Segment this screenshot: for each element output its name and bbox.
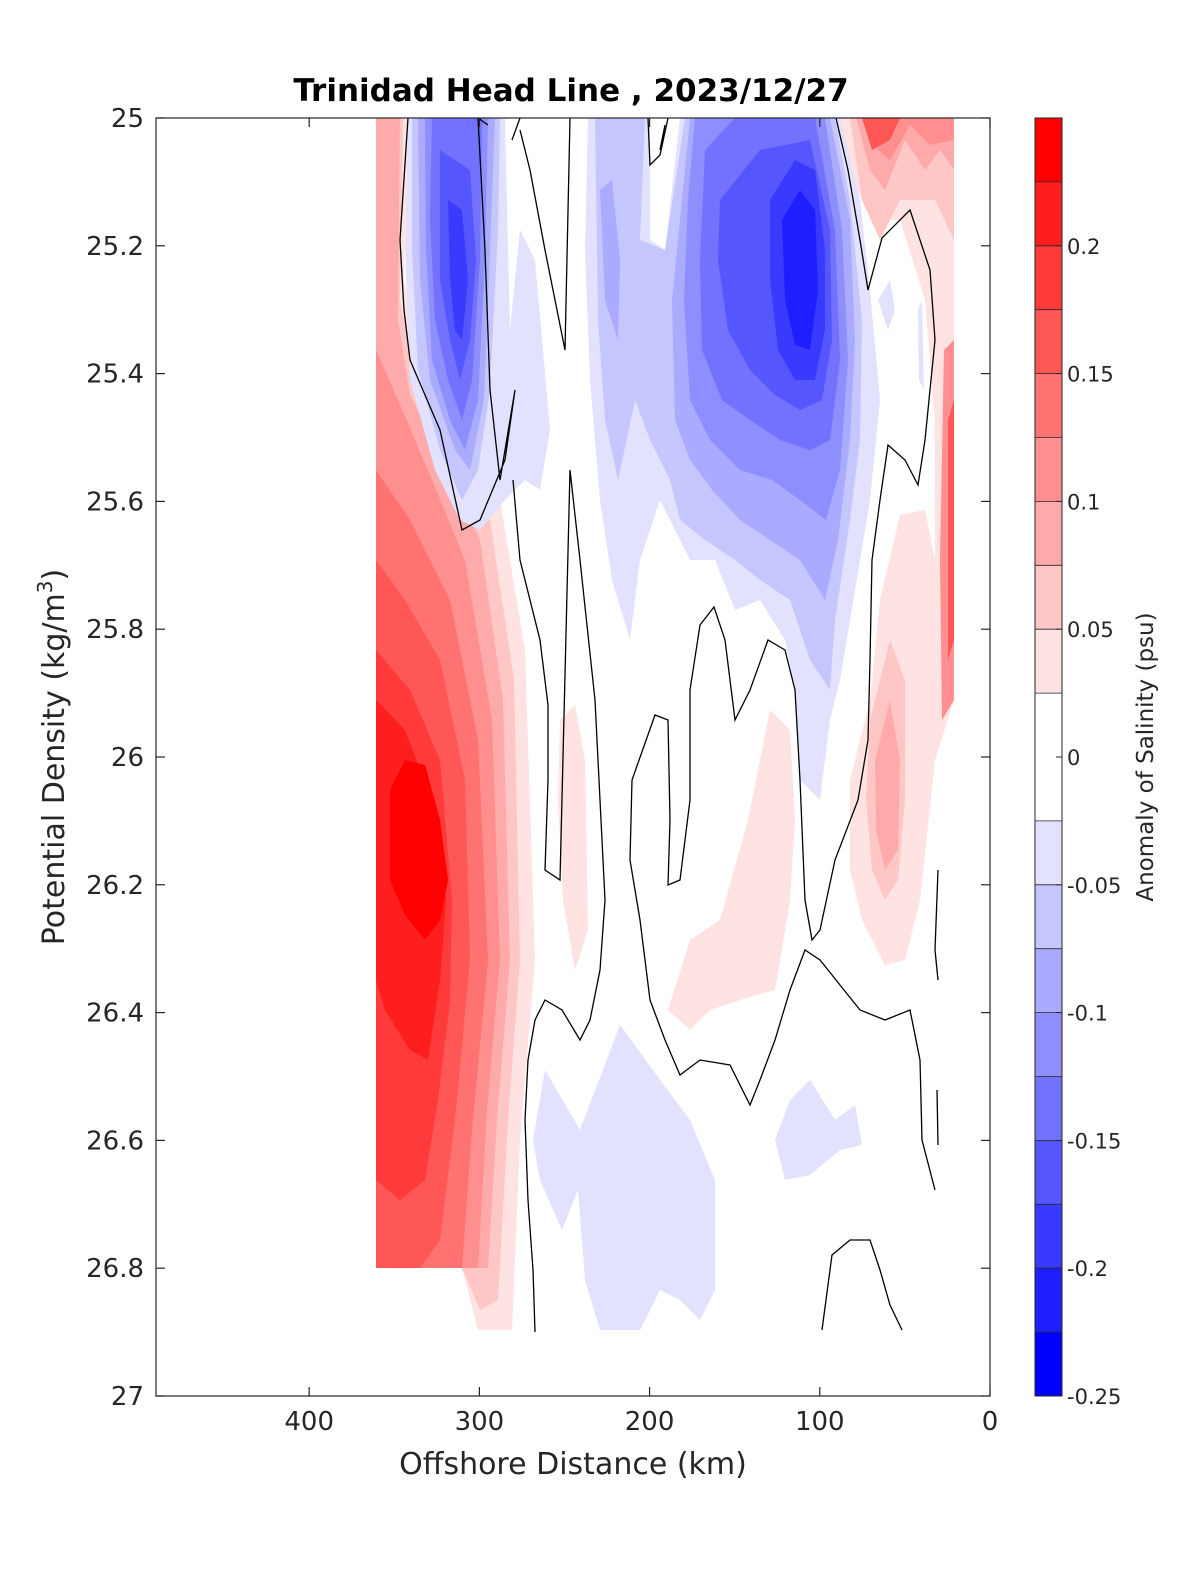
zero-contour-ridge-a [511, 118, 571, 351]
contour-fill-blue-west-7 [448, 200, 468, 340]
colorbar-tick-label: -0.1 [1067, 1002, 1108, 1026]
y-tick-label: 25 [111, 104, 144, 134]
y-tick-label: 26.4 [86, 999, 144, 1029]
zero-contour-lines [399, 118, 939, 1333]
colorbar-level [1035, 118, 1062, 183]
y-tick-label: 25.2 [86, 232, 144, 262]
zero-contour-deep-nearshore [821, 1239, 903, 1331]
zero-contour-central-ridge [629, 779, 936, 1191]
colorbar-label: Anomaly of Salinity (psu) [1133, 612, 1159, 901]
contour-fill-coastal-red-strip-inner [948, 400, 954, 660]
y-tick-label: 26.6 [86, 1126, 144, 1156]
y-tick-label: 25.8 [86, 615, 144, 645]
zero-contour-mid-loop [647, 118, 669, 167]
x-axis-ticks: 400 300 200 100 0 [284, 118, 998, 1437]
colorbar-tick-label: 0.2 [1067, 235, 1100, 259]
y-axis-label-superscript: 3 [33, 580, 57, 593]
y-tick-label: 27 [111, 1382, 144, 1412]
colorbar-level [1035, 1332, 1062, 1397]
colorbar-ticks: 0.2 0.15 0.1 0.05 0 -0.05 -0.1 -0.15 -0.2 -0.25 [1056, 235, 1121, 1409]
y-tick-label: 25.6 [86, 487, 144, 517]
colorbar-level [1035, 181, 1062, 247]
colorbar-level [1035, 1076, 1062, 1141]
colorbar-tick-label: -0.05 [1067, 874, 1121, 898]
colorbar-level [1035, 884, 1062, 950]
plot-area [156, 118, 990, 1396]
contour-fill-mid-red-b [668, 710, 795, 1030]
colorbar-level [1035, 820, 1062, 886]
contour-fill-nearshore-red-5 [862, 118, 900, 150]
x-tick-label: 400 [284, 1407, 334, 1437]
colorbar-tick-label: 0 [1067, 746, 1080, 770]
colorbar-level [1035, 437, 1062, 502]
x-tick-label: 0 [982, 1407, 999, 1437]
colorbar [1035, 118, 1062, 1397]
colorbar-level [1035, 1012, 1062, 1077]
colorbar-level [1035, 501, 1062, 566]
colorbar-level [1035, 1268, 1062, 1333]
colorbar-level [1035, 245, 1062, 311]
y-axis-ticks: 25 25.2 25.4 25.6 25.8 26 26.2 26.4 26.6 26.8 27 [86, 104, 990, 1412]
zero-contour-coastal [936, 1089, 939, 1146]
colorbar-tick-label: 0.15 [1067, 363, 1114, 387]
colorbar-level [1035, 373, 1062, 438]
zero-contour-central-ridge-b [631, 118, 936, 942]
colorbar-tick-label: -0.25 [1067, 1385, 1121, 1409]
contour-fill-blue-nearshore [878, 280, 924, 390]
contour-fill-mid-red-a [558, 705, 588, 970]
colorbar-level [1035, 309, 1062, 375]
colorbar-tick-label: -0.15 [1067, 1129, 1121, 1153]
colorbar-level [1035, 948, 1062, 1014]
y-tick-label: 26.2 [86, 871, 144, 901]
y-tick-label: 26.8 [86, 1254, 144, 1284]
colorbar-level [1035, 565, 1062, 630]
contour-fill-red-level9 [390, 760, 448, 940]
colorbar-level [1035, 1204, 1062, 1269]
zero-contour-west-fresh-core [399, 118, 516, 531]
x-tick-label: 200 [625, 1407, 675, 1437]
x-tick-label: 100 [795, 1407, 845, 1437]
zero-contour-nearshore-small [934, 869, 939, 981]
y-axis-label-main: Potential Density (kg/m [37, 593, 72, 945]
y-axis-label: Potential Density (kg/m3) [33, 569, 72, 945]
chart-title: Trinidad Head Line , 2023/12/27 [293, 73, 848, 109]
y-axis-label-close: ) [37, 569, 72, 581]
contour-fill-nearshore-red-2 [850, 118, 954, 900]
x-tick-label: 300 [455, 1407, 505, 1437]
x-axis-label: Offshore Distance (km) [399, 1447, 747, 1482]
contour-fill-blue-deep-1 [533, 1025, 715, 1330]
colorbar-tick-label: 0.1 [1067, 490, 1100, 514]
y-tick-label: 26 [111, 743, 144, 773]
colorbar-level [1035, 629, 1062, 694]
colorbar-level [1035, 1140, 1062, 1205]
colorbar-tick-label: 0.05 [1067, 618, 1114, 642]
colorbar-tick-label: -0.2 [1067, 1257, 1108, 1281]
zero-contour-deep-boundary [512, 469, 606, 1333]
contour-fill-blue-central-8 [782, 190, 818, 350]
contour-fill-blue-deep-2 [775, 1080, 862, 1180]
y-tick-label: 25.4 [86, 360, 144, 390]
